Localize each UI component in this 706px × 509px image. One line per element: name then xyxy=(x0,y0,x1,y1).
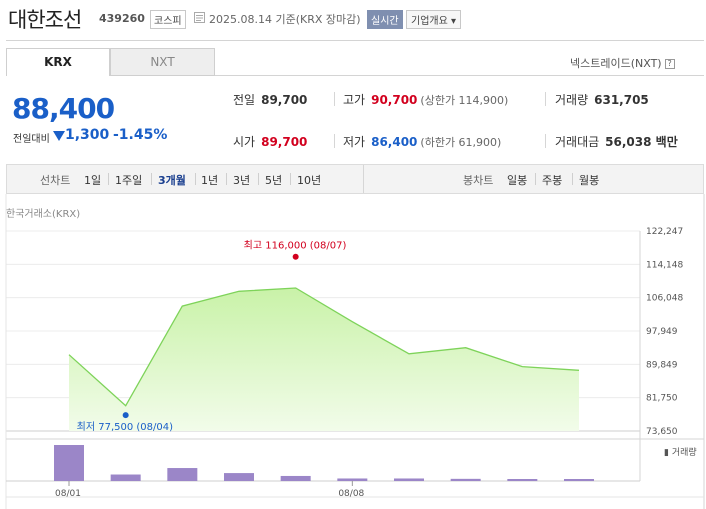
volume-bar xyxy=(337,478,368,481)
stat-label: 고가 xyxy=(343,93,366,107)
help-icon[interactable]: ? xyxy=(664,59,675,69)
volume-bar xyxy=(224,473,254,481)
divider xyxy=(6,40,704,41)
base-date: 2025.08.14 기준(KRX 장마감) xyxy=(209,13,361,26)
divider xyxy=(363,165,364,193)
nxt-trade-link[interactable]: 넥스트레이드(NXT)? xyxy=(570,55,675,71)
divider xyxy=(258,173,259,185)
stat-label: 거래대금 xyxy=(555,135,600,149)
low-marker xyxy=(122,412,129,419)
period-1d[interactable]: 1일 xyxy=(84,174,102,187)
tab-nxt[interactable]: NXT xyxy=(110,48,215,76)
y-tick-label: 89,849 xyxy=(646,360,678,370)
volume-bar xyxy=(394,478,424,481)
high-annotation: 최고 116,000 (08/07) xyxy=(244,240,347,252)
candle-weekly[interactable]: 주봉 xyxy=(542,174,563,187)
low-annotation: 최저 77,500 (08/04) xyxy=(77,421,173,433)
stock-code: 439260 xyxy=(99,12,145,25)
stock-name: 대한조선 xyxy=(8,8,82,32)
market-badge: 코스피 xyxy=(150,10,186,29)
divider xyxy=(108,173,109,185)
volume-bar xyxy=(450,478,481,481)
period-3m[interactable]: 3개월 xyxy=(158,174,186,187)
change-label: 전일대비 xyxy=(13,134,50,145)
period-1y[interactable]: 1년 xyxy=(201,174,219,187)
period-10y[interactable]: 10년 xyxy=(297,174,322,187)
stat-value: 89,700 xyxy=(261,93,308,107)
divider xyxy=(290,173,291,185)
y-tick-label: 97,949 xyxy=(646,327,678,337)
stock-header: 대한조선 439260 코스피 2025.08.14 기준(KRX 장마감) 실… xyxy=(0,0,706,36)
divider xyxy=(151,173,152,185)
current-price: 88,400 xyxy=(12,92,115,125)
down-arrow-icon xyxy=(53,131,65,141)
nxt-trade-label: 넥스트레이드(NXT) xyxy=(570,57,662,70)
stat-high: 고가 90,700 (상한가 114,900) xyxy=(343,91,508,108)
volume-bar xyxy=(167,468,198,481)
line-chart-label: 선차트 xyxy=(40,174,71,187)
stat-label: 저가 xyxy=(343,135,366,149)
divider xyxy=(334,92,335,106)
volume-bar xyxy=(110,474,141,481)
stat-prev-close: 전일 89,700 xyxy=(233,91,307,108)
stat-value: 56,038 백만 xyxy=(605,135,678,149)
y-tick-label: 106,048 xyxy=(646,294,683,304)
divider xyxy=(545,92,546,106)
period-5y[interactable]: 5년 xyxy=(265,174,283,187)
stat-open: 시가 89,700 xyxy=(233,133,307,150)
volume-bar xyxy=(54,445,84,481)
volume-bar xyxy=(507,479,538,481)
clock-icon xyxy=(194,12,205,23)
realtime-button[interactable]: 실시간 xyxy=(367,10,403,29)
high-marker xyxy=(292,253,299,260)
stat-value: 90,700 xyxy=(371,93,418,107)
price-line xyxy=(68,287,580,407)
candle-daily[interactable]: 일봉 xyxy=(507,174,528,187)
lower-limit: (하한가 61,900) xyxy=(420,136,502,149)
period-1w[interactable]: 1주일 xyxy=(115,174,143,187)
stat-volume: 거래량 631,705 xyxy=(555,91,649,108)
y-tick-label: 81,750 xyxy=(646,394,678,404)
y-tick-label: 122,247 xyxy=(646,227,683,237)
y-tick-label: 114,148 xyxy=(646,260,683,270)
volume-bar xyxy=(280,475,311,481)
upper-limit: (상한가 114,900) xyxy=(420,94,509,107)
stat-value: 86,400 xyxy=(371,135,418,149)
stat-label: 거래량 xyxy=(555,93,589,107)
volume-bar xyxy=(564,479,594,481)
candle-chart-label: 봉차트 xyxy=(463,174,494,187)
tab-krx[interactable]: KRX xyxy=(6,48,110,76)
divider xyxy=(334,134,335,148)
divider xyxy=(535,173,536,185)
y-tick-label: 73,650 xyxy=(646,427,678,437)
stat-value: 631,705 xyxy=(594,93,649,107)
divider xyxy=(226,173,227,185)
stat-label: 시가 xyxy=(233,135,256,149)
tab-underline xyxy=(215,75,704,76)
stat-value: 89,700 xyxy=(261,135,308,149)
divider xyxy=(572,173,573,185)
company-info-dropdown[interactable]: 기업개요 ▾ xyxy=(406,10,461,29)
x-tick-label: 08/08 xyxy=(338,489,364,499)
chart-source: 한국거래소(KRX) xyxy=(6,209,81,220)
price-area xyxy=(69,288,579,431)
divider xyxy=(545,134,546,148)
divider xyxy=(195,173,196,185)
stat-label: 전일 xyxy=(233,93,256,107)
change-amount: 1,300 xyxy=(65,127,110,143)
candle-monthly[interactable]: 월봉 xyxy=(579,174,600,187)
stat-amount: 거래대금 56,038 백만 xyxy=(555,133,678,150)
x-tick-label: 08/01 xyxy=(55,489,81,499)
period-bar: 선차트 1일 1주일 3개월 1년 3년 5년 10년 봉차트 일봉 주봉 월봉 xyxy=(6,164,704,194)
volume-label: ▮ 거래량 xyxy=(664,446,697,458)
change-percent: -1.45% xyxy=(113,127,168,143)
period-3y[interactable]: 3년 xyxy=(233,174,251,187)
stat-low: 저가 86,400 (하한가 61,900) xyxy=(343,133,501,150)
